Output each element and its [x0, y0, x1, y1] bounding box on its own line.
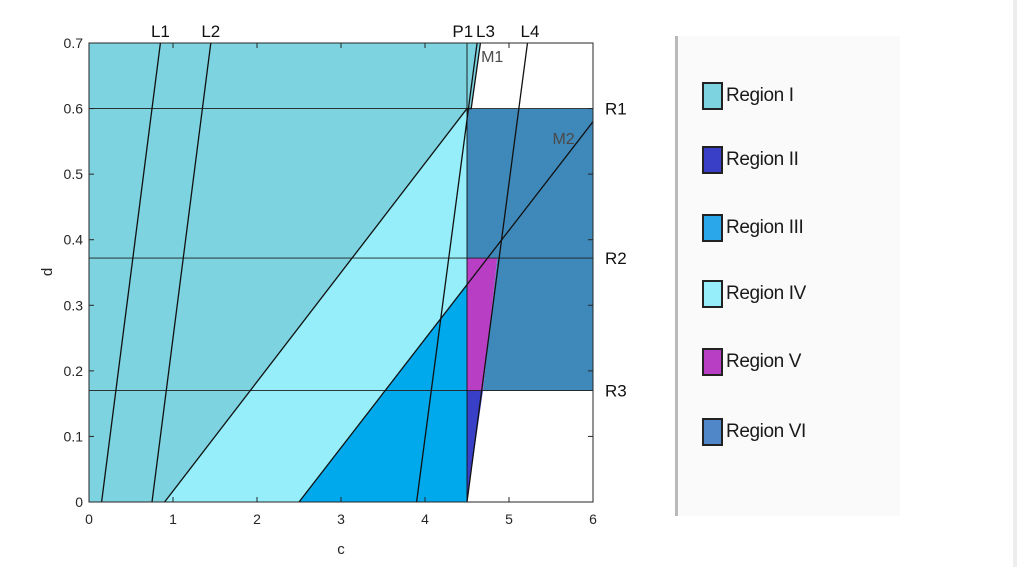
y-tick-label: 0.4 — [64, 232, 84, 248]
x-tick-label: 2 — [253, 511, 261, 527]
y-tick-label: 0.3 — [64, 297, 84, 313]
region-region-v-5 — [467, 258, 498, 391]
legend-item-region-ii: Region II — [702, 146, 799, 174]
annotation-r3: R3 — [605, 382, 627, 401]
legend-item-region-iii: Region III — [702, 214, 804, 242]
legend-swatch — [702, 418, 723, 446]
legend: Region I Region II Region III Region IV Regi… — [675, 36, 900, 516]
line-m1 — [164, 43, 482, 502]
legend-swatch — [702, 214, 723, 242]
legend-label: Region II — [726, 149, 799, 170]
annotation-l1: L1 — [151, 22, 170, 41]
annotation-l3: L3 — [476, 22, 495, 41]
x-tick-label: 3 — [337, 511, 345, 527]
line-m2 — [298, 121, 593, 502]
y-tick-label: 0.7 — [64, 35, 84, 51]
legend-item-region-i: Region I — [702, 82, 794, 110]
line-l2 — [151, 43, 212, 502]
y-tick-label: 0.2 — [64, 363, 84, 379]
legend-label: Region IV — [726, 283, 806, 304]
legend-item-region-vi: Region VI — [702, 418, 806, 446]
x-tick-label: 1 — [169, 511, 177, 527]
annotation-l4: L4 — [521, 22, 540, 41]
y-axis-label: d — [39, 268, 56, 276]
region-region-vi-4 — [467, 108, 593, 391]
y-tick-label: 0.1 — [64, 428, 84, 444]
annotation-r1: R1 — [605, 100, 627, 119]
legend-swatch — [702, 280, 723, 308]
line-l4 — [466, 43, 529, 502]
x-tick-label: 5 — [505, 511, 513, 527]
legend-label: Region I — [726, 85, 794, 106]
x-axis-label: c — [337, 541, 345, 558]
window-edge — [1013, 0, 1017, 567]
x-tick-label: 6 — [589, 511, 597, 527]
legend-item-region-v: Region V — [702, 348, 801, 376]
legend-swatch — [702, 146, 723, 174]
annotation-m1: M1 — [481, 49, 503, 66]
legend-item-region-iv: Region IV — [702, 280, 806, 308]
x-tick-label: 4 — [421, 511, 429, 527]
y-tick-label: 0.6 — [64, 101, 84, 117]
region-plot: 0 1 2 3 4 5 6 0 0.1 0.2 0.3 0.4 0.5 0.6 0.7 L1 L2 P1 L3 L4… — [39, 22, 627, 558]
y-tick-label: 0.5 — [64, 166, 84, 182]
y-tick-label: 0 — [75, 494, 83, 510]
legend-label: Region III — [726, 217, 804, 238]
annotation-p1: P1 — [452, 22, 473, 41]
legend-label: Region VI — [726, 421, 806, 442]
legend-swatch — [702, 348, 723, 376]
legend-swatch — [702, 82, 723, 110]
line-l1 — [100, 43, 162, 502]
region-region-i-0 — [89, 43, 467, 502]
annotation-m2: M2 — [552, 131, 574, 148]
x-tick-label: 0 — [85, 511, 93, 527]
annotation-l2: L2 — [201, 22, 220, 41]
legend-label: Region V — [726, 351, 801, 372]
annotation-r2: R2 — [605, 249, 627, 268]
